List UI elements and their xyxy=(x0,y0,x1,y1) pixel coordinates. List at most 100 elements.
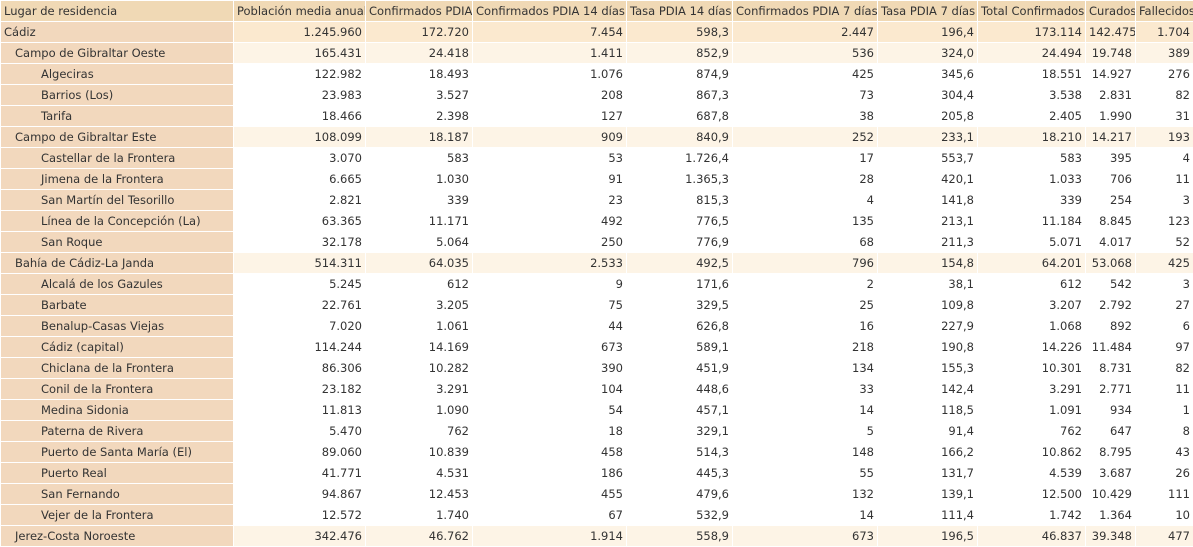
cell-value: 252 xyxy=(733,127,878,148)
cell-value: 1.365,3 xyxy=(627,169,733,190)
cell-value: 123 xyxy=(1136,211,1193,232)
cell-value: 10.282 xyxy=(366,358,473,379)
cell-value: 28 xyxy=(733,169,878,190)
cell-value: 10.429 xyxy=(1086,484,1136,505)
cell-value: 1.726,4 xyxy=(627,148,733,169)
cell-value: 598,3 xyxy=(627,22,733,43)
cell-value: 139,1 xyxy=(878,484,978,505)
cell-value: 4.539 xyxy=(978,463,1086,484)
cell-value: 91 xyxy=(473,169,627,190)
cell-value: 142,4 xyxy=(878,379,978,400)
cell-value: 425 xyxy=(733,64,878,85)
cell-value: 7.454 xyxy=(473,22,627,43)
cell-value: 135 xyxy=(733,211,878,232)
cell-value: 1 xyxy=(1136,400,1193,421)
cell-value: 14.226 xyxy=(978,337,1086,358)
cell-value: 5 xyxy=(733,421,878,442)
cell-value: 64.035 xyxy=(366,253,473,274)
cell-value: 5.245 xyxy=(234,274,366,295)
cell-value: 154,8 xyxy=(878,253,978,274)
cell-value: 4.017 xyxy=(1086,232,1136,253)
cell-value: 14.169 xyxy=(366,337,473,358)
cell-value: 208 xyxy=(473,85,627,106)
cell-value: 492 xyxy=(473,211,627,232)
cell-value: 14 xyxy=(733,400,878,421)
cell-value: 82 xyxy=(1136,358,1193,379)
place-name: Cádiz (capital) xyxy=(1,337,234,358)
cell-value: 97 xyxy=(1136,337,1193,358)
cell-value: 329,5 xyxy=(627,295,733,316)
cell-value: 5.470 xyxy=(234,421,366,442)
cell-value: 2.771 xyxy=(1086,379,1136,400)
place-name: Chiclana de la Frontera xyxy=(1,358,234,379)
cell-value: 25 xyxy=(733,295,878,316)
cell-value: 558,9 xyxy=(627,526,733,547)
cell-value: 934 xyxy=(1086,400,1136,421)
cell-value: 3.687 xyxy=(1086,463,1136,484)
cell-value: 31 xyxy=(1136,106,1193,127)
cell-value: 687,8 xyxy=(627,106,733,127)
cell-value: 626,8 xyxy=(627,316,733,337)
cell-value: 892 xyxy=(1086,316,1136,337)
cell-value: 104 xyxy=(473,379,627,400)
cell-value: 63.365 xyxy=(234,211,366,232)
cell-value: 46.837 xyxy=(978,526,1086,547)
column-header: Lugar de residencia xyxy=(1,1,234,22)
cell-value: 647 xyxy=(1086,421,1136,442)
cell-value: 111 xyxy=(1136,484,1193,505)
cell-value: 109,8 xyxy=(878,295,978,316)
cell-value: 1.033 xyxy=(978,169,1086,190)
cell-value: 75 xyxy=(473,295,627,316)
cell-value: 1.030 xyxy=(366,169,473,190)
cell-value: 165.431 xyxy=(234,43,366,64)
column-header: Confirmados PDIA xyxy=(366,1,473,22)
cell-value: 11.813 xyxy=(234,400,366,421)
place-name: Línea de la Concepción (La) xyxy=(1,211,234,232)
cell-value: 589,1 xyxy=(627,337,733,358)
cell-value: 19.748 xyxy=(1086,43,1136,64)
cell-value: 14 xyxy=(733,505,878,526)
place-name: Barrios (Los) xyxy=(1,85,234,106)
cell-value: 7.020 xyxy=(234,316,366,337)
cell-value: 8.845 xyxy=(1086,211,1136,232)
cell-value: 24.418 xyxy=(366,43,473,64)
cell-value: 131,7 xyxy=(878,463,978,484)
cell-value: 1.068 xyxy=(978,316,1086,337)
cell-value: 23.182 xyxy=(234,379,366,400)
cell-value: 67 xyxy=(473,505,627,526)
cell-value: 10 xyxy=(1136,505,1193,526)
place-name: Jimena de la Frontera xyxy=(1,169,234,190)
place-name: Puerto Real xyxy=(1,463,234,484)
cell-value: 108.099 xyxy=(234,127,366,148)
cell-value: 1.090 xyxy=(366,400,473,421)
cell-value: 46.762 xyxy=(366,526,473,547)
cell-value: 127 xyxy=(473,106,627,127)
place-name: Algeciras xyxy=(1,64,234,85)
cell-value: 4 xyxy=(733,190,878,211)
place-name: Alcalá de los Gazules xyxy=(1,274,234,295)
cell-value: 2 xyxy=(733,274,878,295)
cell-value: 706 xyxy=(1086,169,1136,190)
cell-value: 532,9 xyxy=(627,505,733,526)
cell-value: 762 xyxy=(978,421,1086,442)
cell-value: 3.538 xyxy=(978,85,1086,106)
cell-value: 445,3 xyxy=(627,463,733,484)
cell-value: 54 xyxy=(473,400,627,421)
cell-value: 23 xyxy=(473,190,627,211)
cell-value: 3.527 xyxy=(366,85,473,106)
cell-value: 142.475 xyxy=(1086,22,1136,43)
cell-value: 12.500 xyxy=(978,484,1086,505)
cell-value: 11.484 xyxy=(1086,337,1136,358)
cell-value: 86.306 xyxy=(234,358,366,379)
cell-value: 23.983 xyxy=(234,85,366,106)
cell-value: 10.839 xyxy=(366,442,473,463)
cell-value: 673 xyxy=(473,337,627,358)
